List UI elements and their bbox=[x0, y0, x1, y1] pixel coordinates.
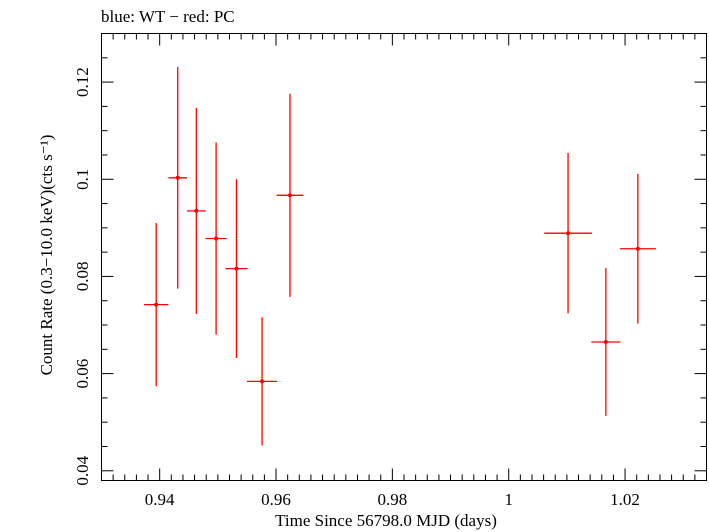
point-marker bbox=[603, 340, 608, 345]
x-tick-label: 0.94 bbox=[145, 490, 175, 509]
point-marker bbox=[635, 246, 640, 251]
point-marker bbox=[260, 379, 265, 384]
x-tick-label: 1 bbox=[504, 490, 513, 509]
y-tick-labels: 0.04 0.06 0.08 0.1 0.12 bbox=[73, 67, 92, 485]
y-tick-label: 0.1 bbox=[73, 169, 92, 190]
data-point bbox=[143, 222, 169, 387]
point-marker bbox=[154, 302, 159, 307]
data-point bbox=[246, 317, 278, 446]
point-marker bbox=[194, 208, 199, 213]
y-tick-label: 0.06 bbox=[73, 359, 92, 389]
point-marker bbox=[287, 193, 292, 198]
x-tick-labels: 0.94 0.96 0.98 1 1.02 bbox=[145, 490, 640, 509]
y-tick-label: 0.12 bbox=[73, 67, 92, 97]
point-marker bbox=[175, 175, 180, 180]
point-marker bbox=[566, 231, 571, 236]
y-axis-label: Count Rate (0.3−10.0 keV)(cts s⁻¹) bbox=[37, 135, 56, 376]
data-point bbox=[591, 268, 621, 416]
data-point bbox=[544, 153, 592, 314]
data-point bbox=[619, 173, 656, 324]
x-axis-label: Time Since 56798.0 MJD (days) bbox=[275, 511, 497, 530]
data-point bbox=[276, 93, 304, 297]
y-tick-label: 0.08 bbox=[73, 262, 92, 292]
x-tick-label: 0.98 bbox=[377, 490, 407, 509]
chart-title: blue: WT − red: PC bbox=[101, 7, 235, 26]
data-point bbox=[225, 179, 248, 359]
x-tick-label: 0.96 bbox=[261, 490, 291, 509]
x-tick-label: 1.02 bbox=[610, 490, 640, 509]
plot-frame bbox=[101, 33, 707, 481]
point-marker bbox=[234, 266, 239, 271]
data-point bbox=[168, 67, 188, 289]
data-points bbox=[143, 67, 656, 446]
data-point bbox=[205, 142, 227, 335]
point-marker bbox=[214, 236, 219, 241]
y-tick-label: 0.04 bbox=[73, 455, 92, 485]
data-point bbox=[187, 107, 206, 314]
axis-ticks bbox=[101, 33, 707, 481]
